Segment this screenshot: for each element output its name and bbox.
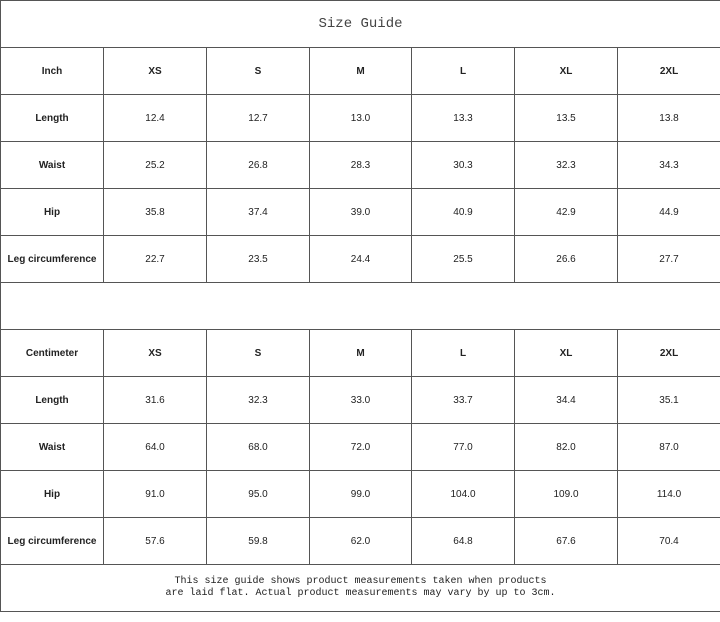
- centimeter-header-row: Centimeter XS S M L XL 2XL: [0, 329, 720, 377]
- measurement-cell: 23.5: [206, 235, 310, 283]
- measurement-cell: 26.6: [514, 235, 618, 283]
- size-header: S: [206, 47, 310, 95]
- measurement-cell: 26.8: [206, 141, 310, 189]
- measurement-cell: 32.3: [206, 376, 310, 424]
- size-header: L: [411, 47, 515, 95]
- measurement-cell: 37.4: [206, 188, 310, 236]
- row-label: Waist: [0, 141, 104, 189]
- page-title: Size Guide: [0, 0, 720, 48]
- measurement-cell: 12.7: [206, 94, 310, 142]
- row-label: Leg circumference: [0, 517, 104, 565]
- size-header: M: [309, 329, 412, 377]
- measurement-cell: 27.7: [616, 235, 720, 283]
- measurement-cell: 64.0: [103, 423, 207, 471]
- size-header: XS: [103, 47, 207, 95]
- measurement-cell: 57.6: [103, 517, 207, 565]
- measurement-cell: 13.5: [514, 94, 618, 142]
- measurement-cell: 109.0: [514, 470, 618, 518]
- measurement-cell: 35.8: [103, 188, 207, 236]
- table-row: Length 31.6 32.3 33.0 33.7 34.4 35.1: [0, 376, 720, 424]
- measurement-cell: 70.4: [616, 517, 720, 565]
- measurement-cell: 30.3: [411, 141, 515, 189]
- measurement-cell: 64.8: [411, 517, 515, 565]
- row-label: Waist: [0, 423, 104, 471]
- measurement-cell: 87.0: [616, 423, 720, 471]
- measurement-cell: 33.0: [309, 376, 412, 424]
- measurement-cell: 114.0: [616, 470, 720, 518]
- size-header: XL: [514, 47, 618, 95]
- spacer-cell: [0, 282, 720, 330]
- measurement-cell: 82.0: [514, 423, 618, 471]
- measurement-cell: 59.8: [206, 517, 310, 565]
- measurement-cell: 91.0: [103, 470, 207, 518]
- measurement-cell: 72.0: [309, 423, 412, 471]
- measurement-cell: 13.0: [309, 94, 412, 142]
- measurement-cell: 33.7: [411, 376, 515, 424]
- unit-label: Centimeter: [0, 329, 104, 377]
- measurement-cell: 28.3: [309, 141, 412, 189]
- measurement-cell: 13.3: [411, 94, 515, 142]
- measurement-cell: 44.9: [616, 188, 720, 236]
- measurement-cell: 25.2: [103, 141, 207, 189]
- measurement-cell: 31.6: [103, 376, 207, 424]
- note-row: This size guide shows product measuremen…: [0, 564, 720, 612]
- size-header: 2XL: [616, 329, 720, 377]
- measurement-cell: 67.6: [514, 517, 618, 565]
- table-row: Hip 35.8 37.4 39.0 40.9 42.9 44.9: [0, 188, 720, 236]
- note-line2: are laid flat. Actual product measuremen…: [165, 588, 556, 599]
- table-row: Waist 64.0 68.0 72.0 77.0 82.0 87.0: [0, 423, 720, 471]
- inch-header-row: Inch XS S M L XL 2XL: [0, 47, 720, 95]
- row-label: Hip: [0, 470, 104, 518]
- measurement-cell: 22.7: [103, 235, 207, 283]
- measurement-cell: 77.0: [411, 423, 515, 471]
- row-label: Hip: [0, 188, 104, 236]
- size-header: L: [411, 329, 515, 377]
- measurement-cell: 104.0: [411, 470, 515, 518]
- table-row: Waist 25.2 26.8 28.3 30.3 32.3 34.3: [0, 141, 720, 189]
- size-header: XL: [514, 329, 618, 377]
- measurement-cell: 42.9: [514, 188, 618, 236]
- measurement-cell: 62.0: [309, 517, 412, 565]
- measurement-cell: 25.5: [411, 235, 515, 283]
- measurement-cell: 24.4: [309, 235, 412, 283]
- measurement-cell: 68.0: [206, 423, 310, 471]
- row-label: Length: [0, 94, 104, 142]
- measurement-cell: 95.0: [206, 470, 310, 518]
- size-note: This size guide shows product measuremen…: [0, 564, 720, 612]
- measurement-cell: 34.3: [616, 141, 720, 189]
- measurement-cell: 34.4: [514, 376, 618, 424]
- unit-label: Inch: [0, 47, 104, 95]
- measurement-cell: 99.0: [309, 470, 412, 518]
- table-row: Length 12.4 12.7 13.0 13.3 13.5 13.8: [0, 94, 720, 142]
- measurement-cell: 12.4: [103, 94, 207, 142]
- size-header: M: [309, 47, 412, 95]
- size-header: 2XL: [616, 47, 720, 95]
- measurement-cell: 32.3: [514, 141, 618, 189]
- row-label: Leg circumference: [0, 235, 104, 283]
- table-row: Hip 91.0 95.0 99.0 104.0 109.0 114.0: [0, 470, 720, 518]
- measurement-cell: 13.8: [616, 94, 720, 142]
- note-line1: This size guide shows product measuremen…: [174, 576, 547, 587]
- size-header: XS: [103, 329, 207, 377]
- table-row: Leg circumference 22.7 23.5 24.4 25.5 26.6 27.…: [0, 235, 720, 283]
- spacer-row: [0, 282, 720, 330]
- measurement-cell: 35.1: [616, 376, 720, 424]
- measurement-cell: 39.0: [309, 188, 412, 236]
- size-header: S: [206, 329, 310, 377]
- table-row: Leg circumference 57.6 59.8 62.0 64.8 67.6 70.…: [0, 517, 720, 565]
- row-label: Length: [0, 376, 104, 424]
- measurement-cell: 40.9: [411, 188, 515, 236]
